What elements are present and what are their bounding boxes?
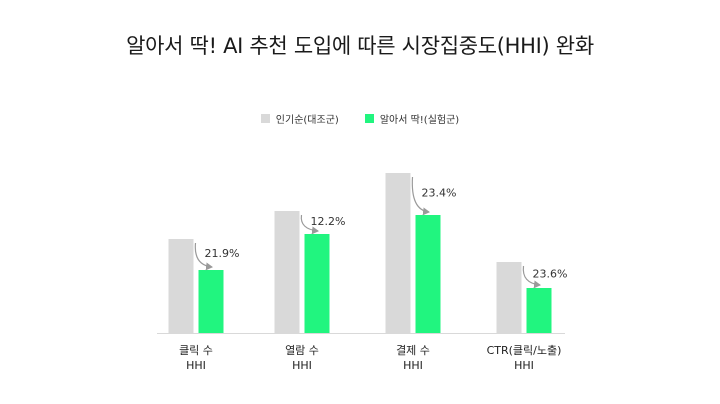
category-label-line2: HHI [514,359,534,372]
bar-control-3 [385,173,411,333]
bar-treatment-4 [526,288,552,333]
chart-title: 알아서 딱! AI 추천 도입에 따른 시장집중도(HHI) 완화 [126,34,594,58]
reduction-label-2: 12.2% [311,215,346,228]
bar-control-1 [168,239,194,333]
legend-item-treatment: 알아서 딱!(실험군) [364,111,460,126]
category-label-line1: 열람 수 [285,344,319,357]
legend-label-treatment: 알아서 딱!(실험군) [379,115,460,126]
bar-treatment-3 [415,215,441,333]
reduction-arrow-3 [411,176,430,216]
reduction-label-4: 23.6% [533,268,568,281]
bar-control-2 [274,211,300,333]
reduction-label-1: 21.9% [205,247,240,260]
category-label-line2: HHI [292,359,312,372]
category-label-line1: 클릭 수 [179,344,213,357]
category-label-3: 결제 수 HHI [353,343,473,373]
legend-swatch-control [260,114,270,123]
legend-item-control: 인기순(대조군) [260,111,339,126]
category-label-line2: HHI [186,359,206,372]
legend-label-control: 인기순(대조군) [275,115,339,126]
legend: 인기순(대조군) 알아서 딱!(실험군) [0,111,720,126]
category-label-line1: 결제 수 [396,344,430,357]
category-label-2: 열람 수 HHI [242,343,362,373]
category-label-line1: CTR(클릭/노출) [486,344,562,357]
category-label-4: CTR(클릭/노출) HHI [464,343,584,373]
reduction-arrow-1 [194,242,213,271]
category-label-line2: HHI [403,359,423,372]
reduction-label-3: 23.4% [422,187,457,200]
reduction-arrow-2 [300,214,319,235]
reduction-arrow-4 [522,265,541,289]
bar-treatment-2 [304,234,330,333]
legend-swatch-treatment [364,114,374,123]
category-label-1: 클릭 수 HHI [136,343,256,373]
bar-control-4 [496,262,522,333]
bar-treatment-1 [198,270,224,333]
